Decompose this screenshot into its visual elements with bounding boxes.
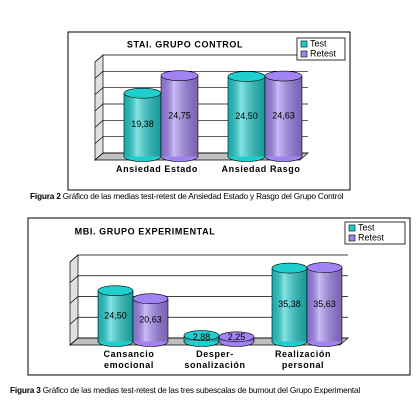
bar-shade: [133, 298, 168, 342]
grid-line: [69, 275, 348, 284]
legend-swatch: [300, 40, 308, 48]
caption: Figura 2 Gráfico de las medias test-rete…: [30, 191, 343, 201]
bar-shade: [265, 76, 302, 157]
legend-swatch: [348, 234, 356, 242]
bar-top: [132, 293, 169, 304]
caption-text: Gráfico de las medias test-retest de las…: [42, 385, 361, 395]
legend-label: Retest: [310, 48, 337, 58]
bar-top: [183, 330, 220, 341]
grid-line: [69, 296, 348, 304]
chart-title: STAI. GRUPO CONTROL: [127, 39, 243, 49]
legend-label: Test: [358, 222, 375, 232]
bar-shade: [228, 76, 265, 157]
x-tick-label: Cansancio emocional: [103, 349, 155, 370]
value-label: 35,38: [278, 299, 301, 309]
x-tick-label: Ansiedad Estado: [115, 164, 198, 174]
grid-line: [94, 70, 308, 79]
value-label: 2,25: [228, 332, 246, 342]
bar-top: [227, 71, 266, 82]
legend-box: [344, 221, 406, 245]
bar-shade: [272, 268, 307, 342]
bar-shade: [98, 290, 133, 342]
bar-top: [123, 87, 162, 99]
bar-top: [97, 285, 134, 296]
bar-shade: [307, 267, 342, 342]
bar-top: [264, 70, 303, 82]
grid-line: [69, 316, 348, 325]
value-label: 24,50: [235, 111, 258, 121]
value-label: 24,50: [104, 310, 127, 320]
legend-box: [296, 37, 346, 61]
legend-label: Test: [310, 38, 327, 48]
value-label: 2,88: [193, 332, 211, 342]
legend-label: Retest: [358, 232, 385, 242]
legend-swatch: [300, 50, 308, 58]
x-tick-label: Realización personal: [274, 349, 332, 370]
bar-shade: [161, 75, 198, 157]
bar-top: [160, 70, 199, 81]
caption: Figura 3 Gráfico de las medias test-rete…: [10, 385, 360, 395]
chart-title: MBI. GRUPO EXPERIMENTAL: [75, 226, 216, 236]
value-label: 24,75: [168, 110, 191, 120]
x-tick-label: Desper- sonalización: [184, 349, 246, 370]
bar-top: [218, 331, 255, 343]
bar-shade: [124, 93, 161, 157]
caption-label: Figura 3: [10, 385, 41, 395]
value-label: 20,63: [139, 314, 162, 324]
x-tick-label: Ansiedad Rasgo: [221, 164, 301, 174]
caption-label: Figura 2: [30, 191, 61, 201]
grid-line: [69, 254, 348, 263]
value-label: 19,38: [131, 119, 154, 129]
bar-top: [271, 262, 308, 274]
grid-line: [69, 337, 348, 346]
grid-line: [94, 54, 308, 63]
legend-swatch: [348, 224, 356, 232]
value-label: 35,63: [313, 299, 336, 309]
bar-top: [306, 262, 343, 273]
caption-text: Gráfico de las medias test-retest de Ans…: [62, 191, 344, 201]
value-label: 24,63: [272, 111, 295, 121]
